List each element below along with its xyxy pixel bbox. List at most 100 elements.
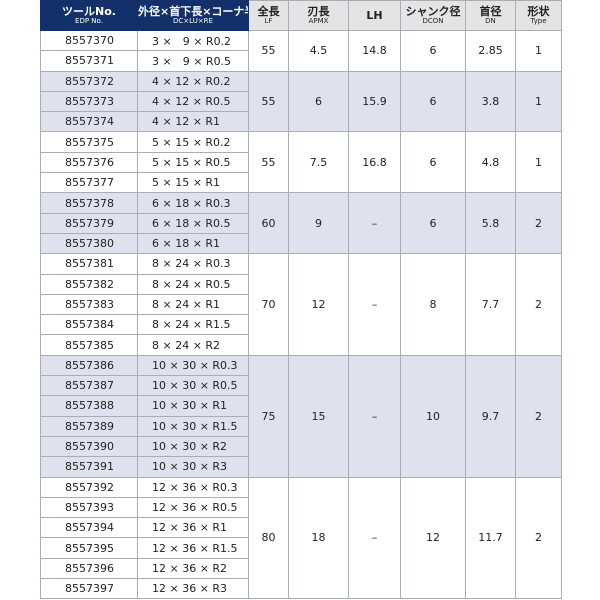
table-body: 8557370 3 × 9 × R0.2 55 4.5 14.8 6 2.85 1 855737…: [40, 29, 562, 600]
header-main: ツールNo.: [62, 5, 116, 19]
apmx-cell: 6: [288, 70, 349, 133]
header-main: 全長: [257, 5, 280, 19]
table-row: 8557397 12 × 36 × R3: [40, 578, 562, 600]
size-cell: 5 × 15 × R1: [137, 172, 249, 194]
table-row: 8557381 8 × 24 × R0.3 70 12–8 7.7 2: [40, 253, 562, 356]
edp-cell: 8557397: [40, 578, 138, 600]
table-row: 8557383 8 × 24 × R1: [40, 293, 562, 316]
size-cell: 10 × 30 × R2: [137, 435, 249, 458]
type-cell: 1: [515, 131, 562, 194]
edp-cell: 8557377: [40, 172, 138, 194]
lf-cell: 80: [248, 476, 289, 600]
size-cell: 8 × 24 × R1: [137, 293, 249, 316]
header-main: 外径×首下長×コーナ半径: [138, 5, 248, 19]
table-row: 8557370 3 × 9 × R0.2 55 4.5 14.8 6 2.85 1: [40, 29, 562, 72]
header-main: 刃長: [307, 5, 330, 19]
table-row: 8557379 6 × 18 × R0.5: [40, 212, 562, 234]
dcon-cell: 6: [400, 70, 466, 133]
edp-cell: 8557388: [40, 395, 138, 417]
dn-cell: 2.85: [465, 30, 516, 72]
edp-cell: 8557387: [40, 375, 138, 397]
lh-cell: 14.8: [348, 30, 401, 72]
table-row: 8557386 10 × 30 × R0.3 75 15–10 9.7 2: [40, 354, 562, 478]
size-cell: 5 × 15 × R0.5: [137, 151, 249, 174]
edp-cell: 8557374: [40, 111, 138, 133]
table-row: 8557387 10 × 30 × R0.5: [40, 375, 562, 397]
header-cell: 首径 DN: [465, 0, 516, 31]
type-cell: 2: [515, 476, 562, 600]
lf-cell: 70: [248, 253, 289, 356]
type-cell: 1: [515, 30, 562, 72]
edp-cell: 8557382: [40, 273, 138, 295]
apmx-cell: 18: [288, 476, 349, 600]
size-cell: 12 × 36 × R0.5: [137, 496, 249, 519]
size-cell: 8 × 24 × R0.5: [137, 273, 249, 295]
edp-cell: 8557391: [40, 456, 138, 478]
header-sub: EDP No.: [75, 16, 103, 25]
table-row: 8557373 4 × 12 × R0.5: [40, 90, 562, 113]
apmx-cell: 9: [288, 192, 349, 255]
edp-cell: 8557373: [40, 90, 138, 113]
dcon-cell: 8: [400, 253, 466, 356]
lh-cell: –: [348, 476, 401, 600]
lf-cell: 60: [248, 192, 289, 255]
header-row: ツールNo.EDP No.外径×首下長×コーナ半径DC×LU×RE全長LF刃長A…: [40, 0, 562, 31]
type-cell: 2: [515, 354, 562, 478]
dn-cell: 9.7: [465, 354, 516, 478]
edp-cell: 8557389: [40, 415, 138, 437]
header-cell: ツールNo. EDP No.: [40, 0, 138, 31]
apmx-cell: 7.5: [288, 131, 349, 194]
dn-cell: 4.8: [465, 131, 516, 194]
edp-cell: 8557375: [40, 131, 138, 153]
size-cell: 10 × 30 × R3: [137, 456, 249, 478]
edp-cell: 8557381: [40, 253, 138, 275]
dn-cell: 11.7: [465, 476, 516, 600]
table-row: 8557377 5 × 15 × R1: [40, 172, 562, 194]
table-row: 8557372 4 × 12 × R0.2 55 6 15.9 6 3.8 1: [40, 70, 562, 133]
size-cell: 3 × 9 × R0.2: [137, 29, 249, 52]
lf-cell: 55: [248, 70, 289, 133]
lh-cell: –: [348, 354, 401, 478]
edp-cell: 8557395: [40, 537, 138, 559]
table-row: 8557390 10 × 30 × R2: [40, 435, 562, 458]
size-cell: 4 × 12 × R1: [137, 111, 249, 133]
lf-cell: 55: [248, 131, 289, 194]
size-cell: 4 × 12 × R0.2: [137, 70, 249, 92]
header-sub: LF: [264, 16, 273, 25]
size-cell: 8 × 24 × R0.3: [137, 253, 249, 275]
table-row: 8557384 8 × 24 × R1.5: [40, 314, 562, 336]
table-row: 8557388 10 × 30 × R1: [40, 395, 562, 417]
size-cell: 10 × 30 × R1.5: [137, 415, 249, 437]
dcon-cell: 6: [400, 30, 466, 72]
size-cell: 5 × 15 × R0.2: [137, 131, 249, 153]
edp-cell: 8557394: [40, 517, 138, 539]
header-sub: DN: [485, 16, 496, 25]
dcon-cell: 10: [400, 354, 466, 478]
edp-cell: 8557386: [40, 354, 138, 377]
apmx-cell: 15: [288, 354, 349, 478]
size-cell: 12 × 36 × R0.3: [137, 476, 249, 498]
edp-cell: 8557372: [40, 70, 138, 92]
header-main: シャンク径: [405, 5, 461, 19]
dcon-cell: 6: [400, 192, 466, 255]
table-row: 8557382 8 × 24 × R0.5: [40, 273, 562, 295]
edp-cell: 8557393: [40, 496, 138, 519]
lf-cell: 75: [248, 354, 289, 478]
type-cell: 1: [515, 70, 562, 133]
header-main: LH: [366, 8, 383, 22]
edp-cell: 8557370: [40, 29, 138, 52]
header-cell: 刃長 APMX: [288, 0, 349, 31]
type-cell: 2: [515, 253, 562, 356]
lf-cell: 55: [248, 30, 289, 72]
header-sub: DCON: [422, 16, 444, 25]
header-cell: 形状 Type: [515, 0, 562, 31]
apmx-cell: 12: [288, 253, 349, 356]
dcon-cell: 6: [400, 131, 466, 194]
table-row: 8557396 12 × 36 × R2: [40, 557, 562, 580]
table-row: 8557371 3 × 9 × R0.5: [40, 50, 562, 72]
edp-cell: 8557378: [40, 192, 138, 214]
header-cell: LH: [348, 0, 401, 31]
header-sub: APMX: [308, 16, 329, 25]
size-cell: 12 × 36 × R1.5: [137, 537, 249, 559]
table-row: 8557395 12 × 36 × R1.5: [40, 537, 562, 559]
